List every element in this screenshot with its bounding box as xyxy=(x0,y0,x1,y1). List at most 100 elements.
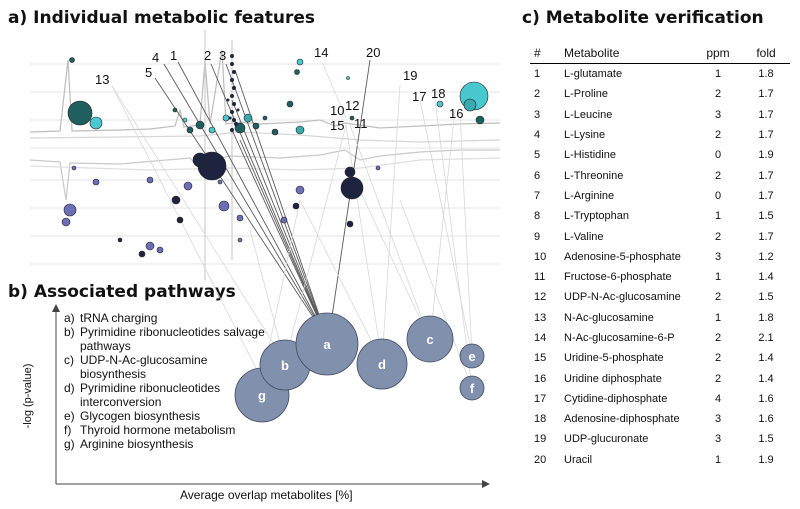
feature-label-2: 2 xyxy=(204,48,211,63)
table-row: 19 UDP-glucuronate 3 1.5 xyxy=(530,429,790,449)
cell-index: 13 xyxy=(534,311,547,324)
column-header-index: # xyxy=(530,44,560,64)
cell-index: 1 xyxy=(534,68,541,81)
pathway-name: Thyroid hormone metabolism xyxy=(80,423,236,437)
cell-metabolite: Fructose-6-phosphate xyxy=(564,271,672,284)
table-header-row: # Metabolite ppm fold xyxy=(530,44,790,64)
pathway-key: d) xyxy=(64,381,75,395)
cell-index: 17 xyxy=(534,392,547,405)
cell-ppm: 1 xyxy=(714,311,722,324)
cell-index: 10 xyxy=(534,250,547,263)
pathway-legend-item: d) Pyrimidine ribonucleotides interconver… xyxy=(64,381,265,409)
cell-metabolite: Uridine-5-phosphate xyxy=(564,352,664,365)
pathway-bubble-a xyxy=(295,312,359,376)
cell-index: 3 xyxy=(534,108,541,121)
pathway-bubble-c xyxy=(406,315,454,363)
cell-ppm: 3 xyxy=(714,413,722,426)
cell-metabolite: L-Threonine xyxy=(564,169,624,182)
cell-metabolite: L-Tryptophan xyxy=(564,210,630,223)
pathway-legend-item: g) Arginine biosynthesis xyxy=(64,437,265,451)
pathway-legend-item: f) Thyroid hormone metabolism xyxy=(64,423,265,437)
cell-fold: 1.7 xyxy=(758,129,774,142)
pathway-key: b) xyxy=(64,325,75,339)
cell-fold: 1.5 xyxy=(758,433,774,446)
cell-fold: 1.7 xyxy=(758,169,774,182)
cell-metabolite: Adenosine-diphosphate xyxy=(564,413,680,426)
pathway-bubble-d xyxy=(356,338,408,390)
table-row: 12 UDP-N-Ac-glucosamine 2 1.5 xyxy=(530,287,790,307)
cell-index: 19 xyxy=(534,433,547,446)
cell-ppm: 1 xyxy=(714,271,722,284)
pathway-legend-item: c) UDP-N-Ac-glucosamine biosynthesis xyxy=(64,353,265,381)
cell-metabolite: L-glutamate xyxy=(564,68,623,81)
feature-label-10: 10 xyxy=(330,103,344,118)
cell-metabolite: L-Proline xyxy=(564,88,609,101)
cell-index: 12 xyxy=(534,291,547,304)
table-row: 9 L-Valine 2 1.7 xyxy=(530,226,790,246)
pathway-legend-item: b) Pyrimidine ribonucleotides salvage pat… xyxy=(64,325,265,353)
cell-index: 5 xyxy=(534,149,541,162)
pathway-legend-item: a) tRNA charging xyxy=(64,311,265,325)
table-row: 14 N-Ac-glucosamine-6-P 2 2.1 xyxy=(530,328,790,348)
cell-index: 14 xyxy=(534,332,547,344)
cell-metabolite: L-Arginine xyxy=(564,189,615,202)
feature-label-4: 4 xyxy=(152,50,159,65)
feature-label-17: 17 xyxy=(412,89,426,104)
pathway-legend-item: e) Glycogen biosynthesis xyxy=(64,409,265,423)
cell-index: 20 xyxy=(534,453,547,466)
feature-label-18: 18 xyxy=(431,86,445,101)
cell-fold: 1.4 xyxy=(758,372,774,385)
cell-metabolite: UDP-N-Ac-glucosamine xyxy=(564,291,681,304)
pathway-x-axis-label: Average overlap metabolites [%] xyxy=(180,488,353,502)
column-header-ppm: ppm xyxy=(694,44,742,64)
table-row: 8 L-Tryptophan 1 1.5 xyxy=(530,206,790,226)
cell-fold: 1.9 xyxy=(758,149,774,162)
cell-index: 6 xyxy=(534,169,541,182)
cell-metabolite: Uridine diphosphate xyxy=(564,372,662,385)
feature-label-5: 5 xyxy=(145,65,152,80)
connector-lines xyxy=(154,59,371,339)
cell-ppm: 0 xyxy=(714,149,722,162)
cell-index: 9 xyxy=(534,230,541,243)
cell-metabolite: UDP-glucuronate xyxy=(564,433,649,446)
feature-bubbles xyxy=(61,57,489,258)
cell-fold: 1.6 xyxy=(758,392,774,405)
table-row: 7 L-Arginine 0 1.7 xyxy=(530,186,790,206)
pathway-key: g) xyxy=(64,437,75,451)
cell-ppm: 0 xyxy=(714,189,722,202)
table-row: 3 L-Leucine 3 1.7 xyxy=(530,105,790,125)
feature-label-11: 11 xyxy=(354,116,368,131)
feature-label-12: 12 xyxy=(345,98,359,113)
cell-index: 7 xyxy=(534,189,541,202)
pathway-key: c) xyxy=(64,353,74,367)
panel-c-title: c) Metabolite verification xyxy=(522,8,764,28)
table-row: 20 Uracil 1 1.9 xyxy=(530,450,790,470)
panel-a-title: a) Individual metabolic features xyxy=(8,8,315,28)
panel-b-title: b) Associated pathways xyxy=(8,282,236,302)
feature-label-13: 13 xyxy=(95,72,109,87)
cell-ppm: 2 xyxy=(714,372,722,385)
cell-fold: 1.4 xyxy=(758,271,774,284)
pathway-name: tRNA charging xyxy=(80,311,158,325)
cell-metabolite: Uracil xyxy=(564,453,593,466)
cell-index: 11 xyxy=(534,271,546,284)
feature-label-14: 14 xyxy=(314,45,328,60)
table-row: 17 Cytidine-diphosphate 4 1.6 xyxy=(530,389,790,409)
cell-metabolite: Cytidine-diphosphate xyxy=(564,392,668,405)
table-row: 13 N-Ac-glucosamine 1 1.8 xyxy=(530,308,790,328)
cell-metabolite: L-Histidine xyxy=(564,149,616,162)
pathway-bubble-label-c: c xyxy=(426,332,433,347)
cell-fold: 1.7 xyxy=(758,189,774,202)
pathway-key: f) xyxy=(64,423,72,437)
pathway-name: Pyrimidine ribonucleotides salvage pathw… xyxy=(80,325,265,353)
table-row: 1 L-glutamate 1 1.8 xyxy=(530,64,790,85)
table-row: 6 L-Threonine 2 1.7 xyxy=(530,165,790,185)
cell-ppm: 2 xyxy=(714,332,722,344)
table-row: 4 L-Lysine 2 1.7 xyxy=(530,125,790,145)
feature-label-20: 20 xyxy=(366,45,380,60)
cell-fold: 1.7 xyxy=(758,230,774,243)
pathway-bubble-label-g: g xyxy=(258,388,266,403)
pathway-bubble-label-e: e xyxy=(468,349,475,364)
cell-fold: 1.8 xyxy=(758,68,774,81)
